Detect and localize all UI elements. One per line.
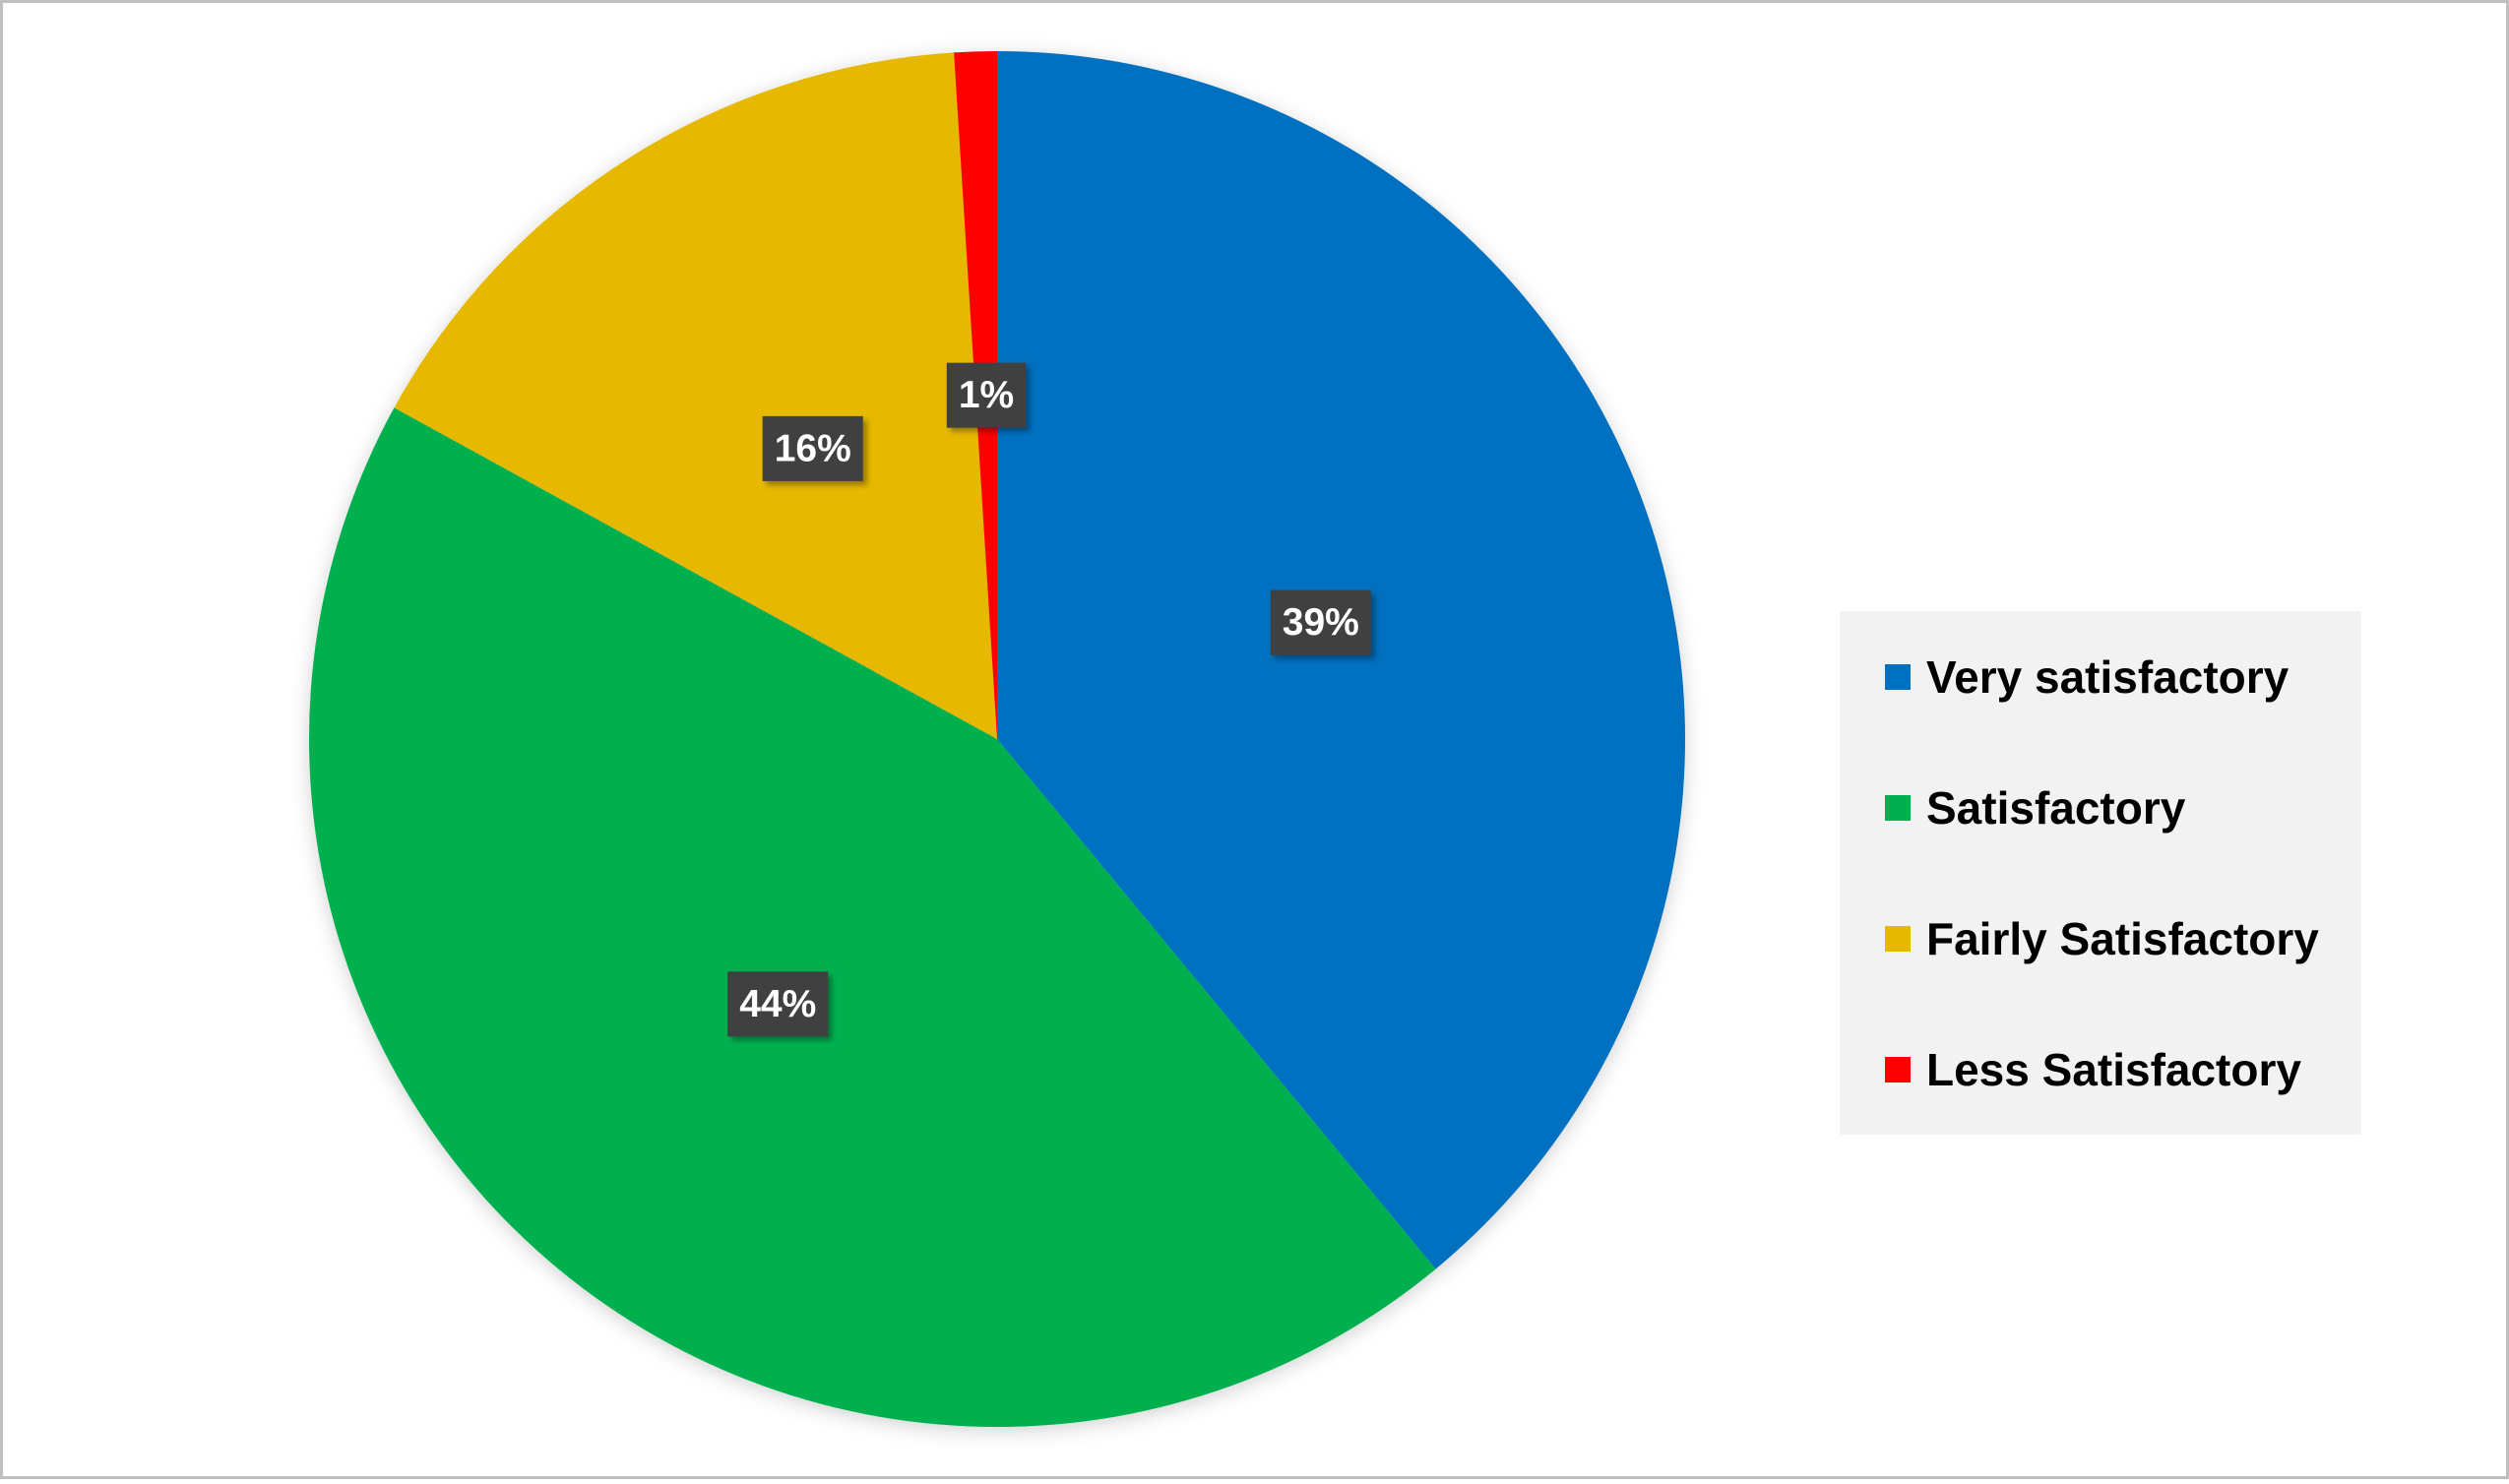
- data-label-group: 44%: [727, 971, 829, 1037]
- pie-slice: [308, 407, 1436, 1428]
- legend-swatch: [1885, 1057, 1911, 1082]
- data-label: 1%: [959, 374, 1014, 416]
- data-label-box: [946, 362, 1027, 428]
- data-label-group: 16%: [762, 415, 863, 481]
- pie: [308, 51, 1686, 1428]
- data-label: 39%: [1283, 601, 1359, 644]
- data-label-box: [762, 415, 863, 481]
- legend-swatch: [1885, 926, 1911, 952]
- legend-label: Less Satisfactory: [1926, 1044, 2301, 1095]
- legend-label: Fairly Satisfactory: [1926, 913, 2319, 964]
- data-label: 16%: [775, 427, 851, 469]
- legend-swatch: [1885, 664, 1911, 690]
- pie-slice: [394, 52, 997, 739]
- legend-label: Very satisfactory: [1926, 651, 2289, 703]
- pie-slice: [997, 51, 1686, 1269]
- legend-box: [1840, 611, 2361, 1135]
- legend: Very satisfactory Satisfactory Fairly Sati…: [1885, 651, 2319, 1095]
- data-label-box: [727, 971, 829, 1037]
- data-label-group: 1%: [946, 362, 1027, 428]
- data-labels: 39% 44% 16% 1%: [727, 362, 1371, 1037]
- data-label-box: [1270, 589, 1371, 655]
- data-label-group: 39%: [1270, 589, 1371, 655]
- data-label: 44%: [739, 983, 816, 1025]
- legend-label: Satisfactory: [1926, 782, 2186, 834]
- legend-swatch: [1885, 795, 1911, 821]
